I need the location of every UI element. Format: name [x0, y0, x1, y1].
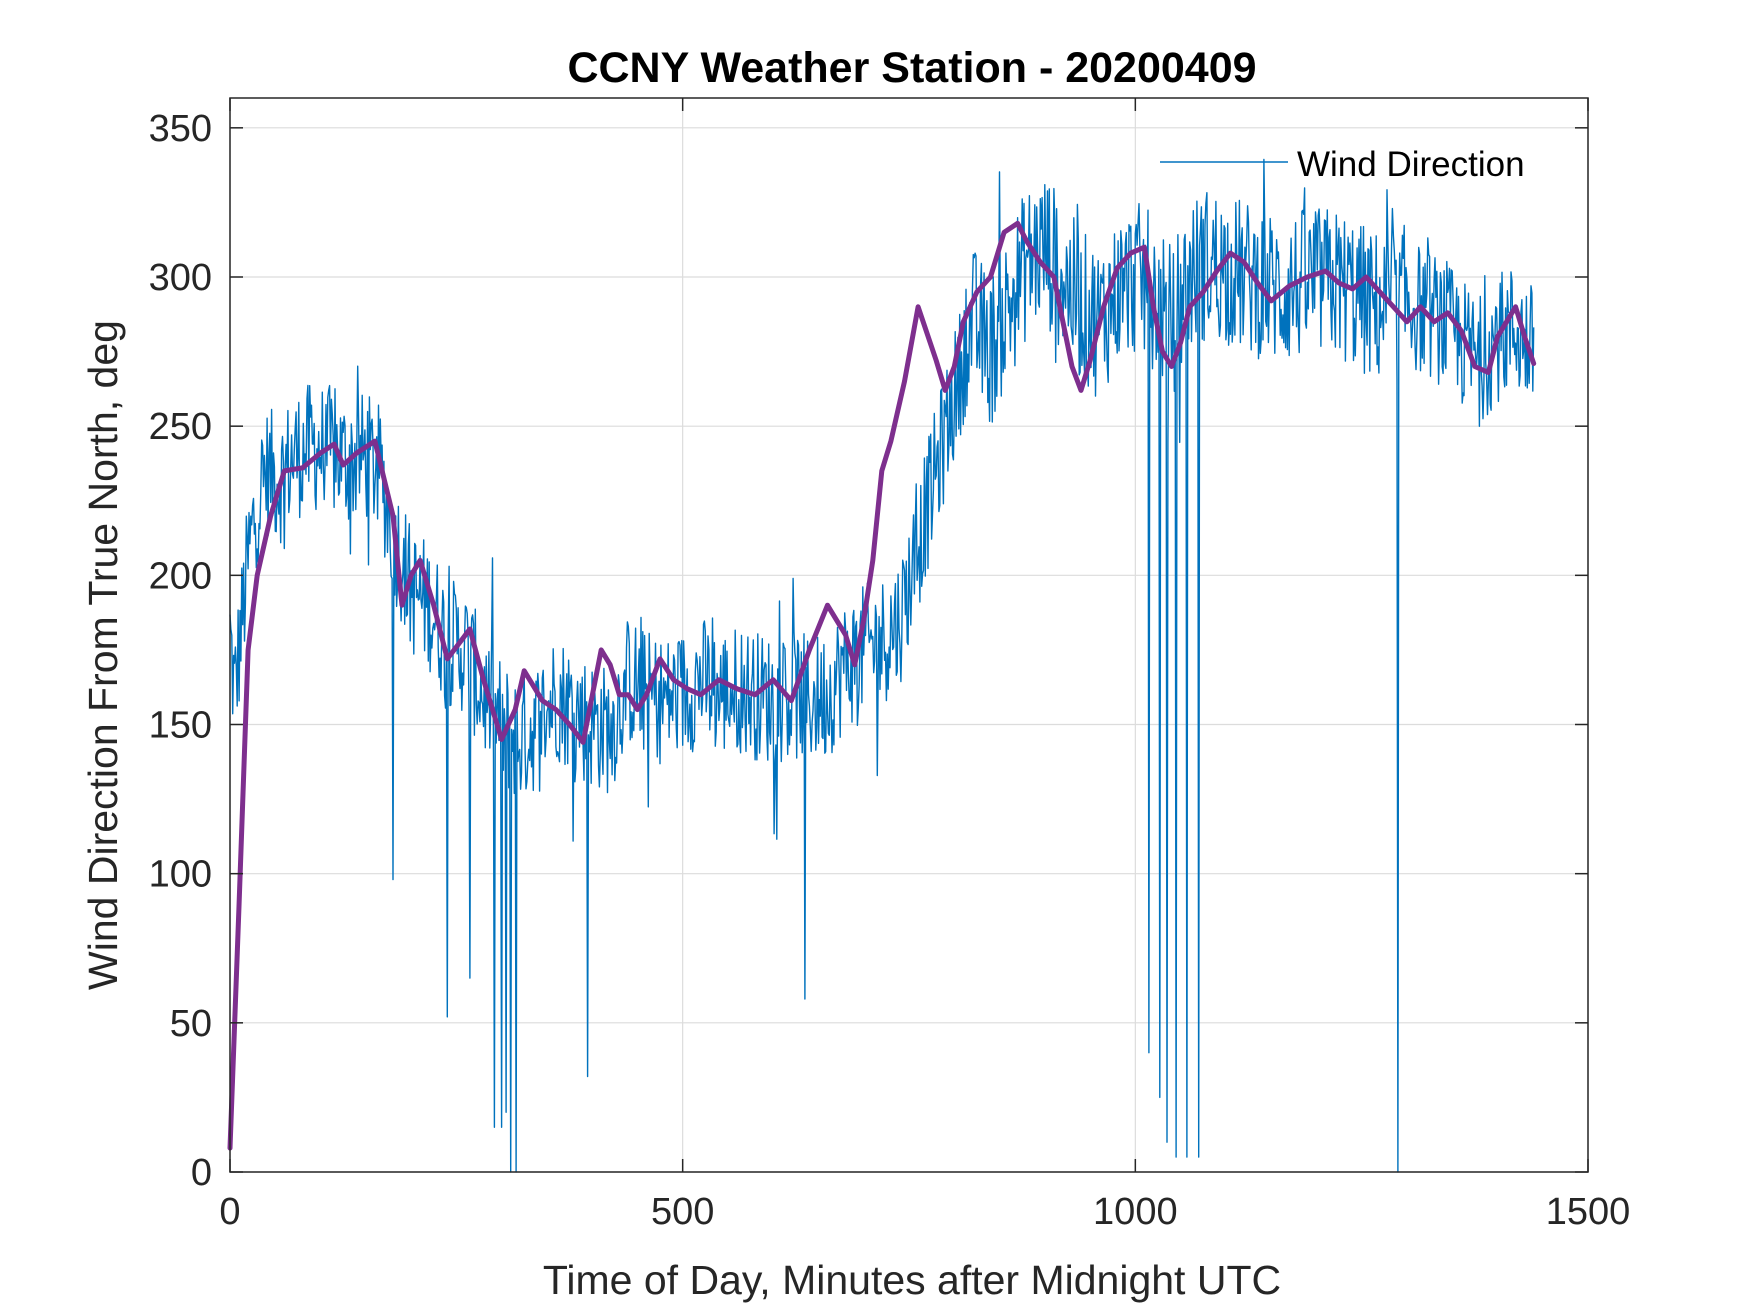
- x-axis-label: Time of Day, Minutes after Midnight UTC: [543, 1257, 1281, 1303]
- y-tick-label: 50: [170, 1003, 212, 1045]
- x-tick-label: 1500: [1546, 1191, 1631, 1233]
- legend-label-wind-direction: Wind Direction: [1297, 145, 1525, 184]
- y-tick-label: 350: [149, 108, 212, 150]
- y-tick-label: 300: [149, 257, 212, 299]
- chart-title: CCNY Weather Station - 20200409: [567, 44, 1256, 92]
- line-wind-direction: [229, 158, 1535, 1173]
- series-wind-direction: [229, 158, 1535, 1173]
- plot-frame: [229, 97, 1589, 1173]
- line-moving-average: [227, 220, 1537, 1151]
- y-tick-label: 200: [149, 555, 212, 597]
- axis-ticks: 0 500 1000 1500 0 50 100 150 200 250 300 350: [149, 98, 1631, 1233]
- y-tick-label: 250: [149, 406, 212, 448]
- y-tick-label: 150: [149, 705, 212, 747]
- x-tick-label: 0: [219, 1191, 240, 1233]
- y-axis-label: Wind Direction From True North, deg: [80, 320, 126, 990]
- y-tick-label: 100: [149, 854, 212, 896]
- legend: Wind Direction: [1160, 145, 1525, 184]
- x-tick-label: 500: [651, 1191, 714, 1233]
- series-moving-average: [227, 220, 1537, 1151]
- y-tick-label: 0: [191, 1152, 212, 1194]
- x-tick-label: 1000: [1093, 1191, 1178, 1233]
